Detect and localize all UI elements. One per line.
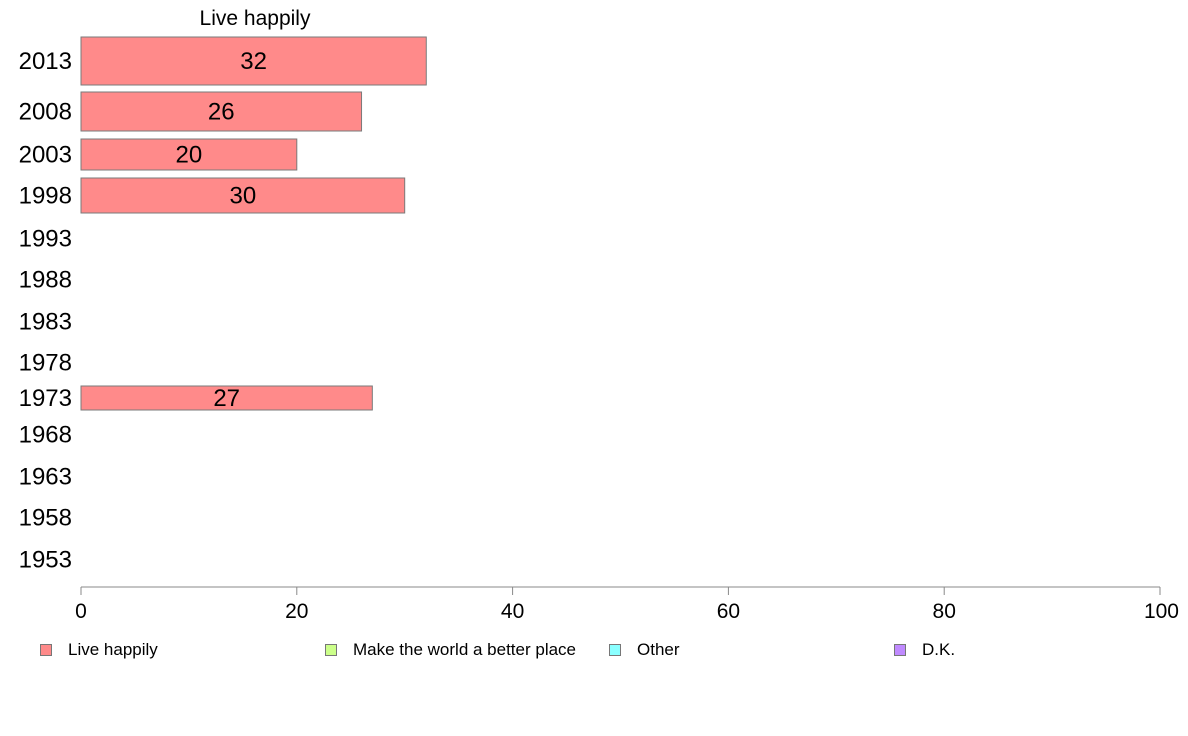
- y-tick-label: 1958: [19, 505, 72, 532]
- legend: Live happily Make the world a better pla…: [0, 640, 1188, 660]
- legend-label: Live happily: [68, 640, 158, 659]
- bar-value-label: 20: [176, 142, 203, 169]
- legend-label: Other: [637, 640, 680, 659]
- legend-swatch-make-the-world-better: [325, 644, 337, 656]
- y-tick-label: 1993: [19, 226, 72, 253]
- bar: [80, 177, 406, 214]
- legend-swatch-other: [609, 644, 621, 656]
- bar-value-label: 27: [213, 385, 240, 412]
- bar: [80, 138, 298, 171]
- y-tick-label: 1953: [19, 547, 72, 574]
- y-tick-label: 1978: [19, 350, 72, 377]
- legend-item-other: Other: [609, 640, 680, 660]
- legend-item-live-happily: Live happily: [40, 640, 158, 660]
- x-tick-label: 60: [717, 600, 740, 623]
- y-tick-label: 1998: [19, 183, 72, 210]
- x-tick-label: 80: [933, 600, 956, 623]
- x-tick-label: 0: [75, 600, 87, 623]
- bar: [80, 91, 363, 132]
- bar: [80, 36, 427, 86]
- bar-value-label: 26: [208, 99, 235, 126]
- y-tick-label: 1973: [19, 385, 72, 412]
- y-tick-label: 2013: [19, 48, 72, 75]
- y-tick-label: 2008: [19, 99, 72, 126]
- x-tick-label: 40: [501, 600, 524, 623]
- x-tick-label: 20: [285, 600, 308, 623]
- y-tick-label: 2003: [19, 142, 72, 169]
- chart-title: Live happily: [200, 7, 311, 30]
- bar-value-label: 32: [240, 48, 267, 75]
- legend-label: D.K.: [922, 640, 956, 659]
- x-tick-label: 100: [1144, 600, 1179, 623]
- bar-value-label: 30: [229, 183, 256, 210]
- legend-item-make-the-world-better: Make the world a better place: [325, 640, 576, 660]
- y-tick-label: 1968: [19, 422, 72, 449]
- legend-swatch-dk: [894, 644, 906, 656]
- legend-label: Make the world a better place: [353, 640, 577, 659]
- bar: [80, 385, 373, 411]
- y-tick-label: 1983: [19, 309, 72, 336]
- y-tick-label: 1963: [19, 464, 72, 491]
- y-tick-label: 1988: [19, 267, 72, 294]
- legend-swatch-live-happily: [40, 644, 52, 656]
- legend-item-dk: D.K.: [894, 640, 955, 660]
